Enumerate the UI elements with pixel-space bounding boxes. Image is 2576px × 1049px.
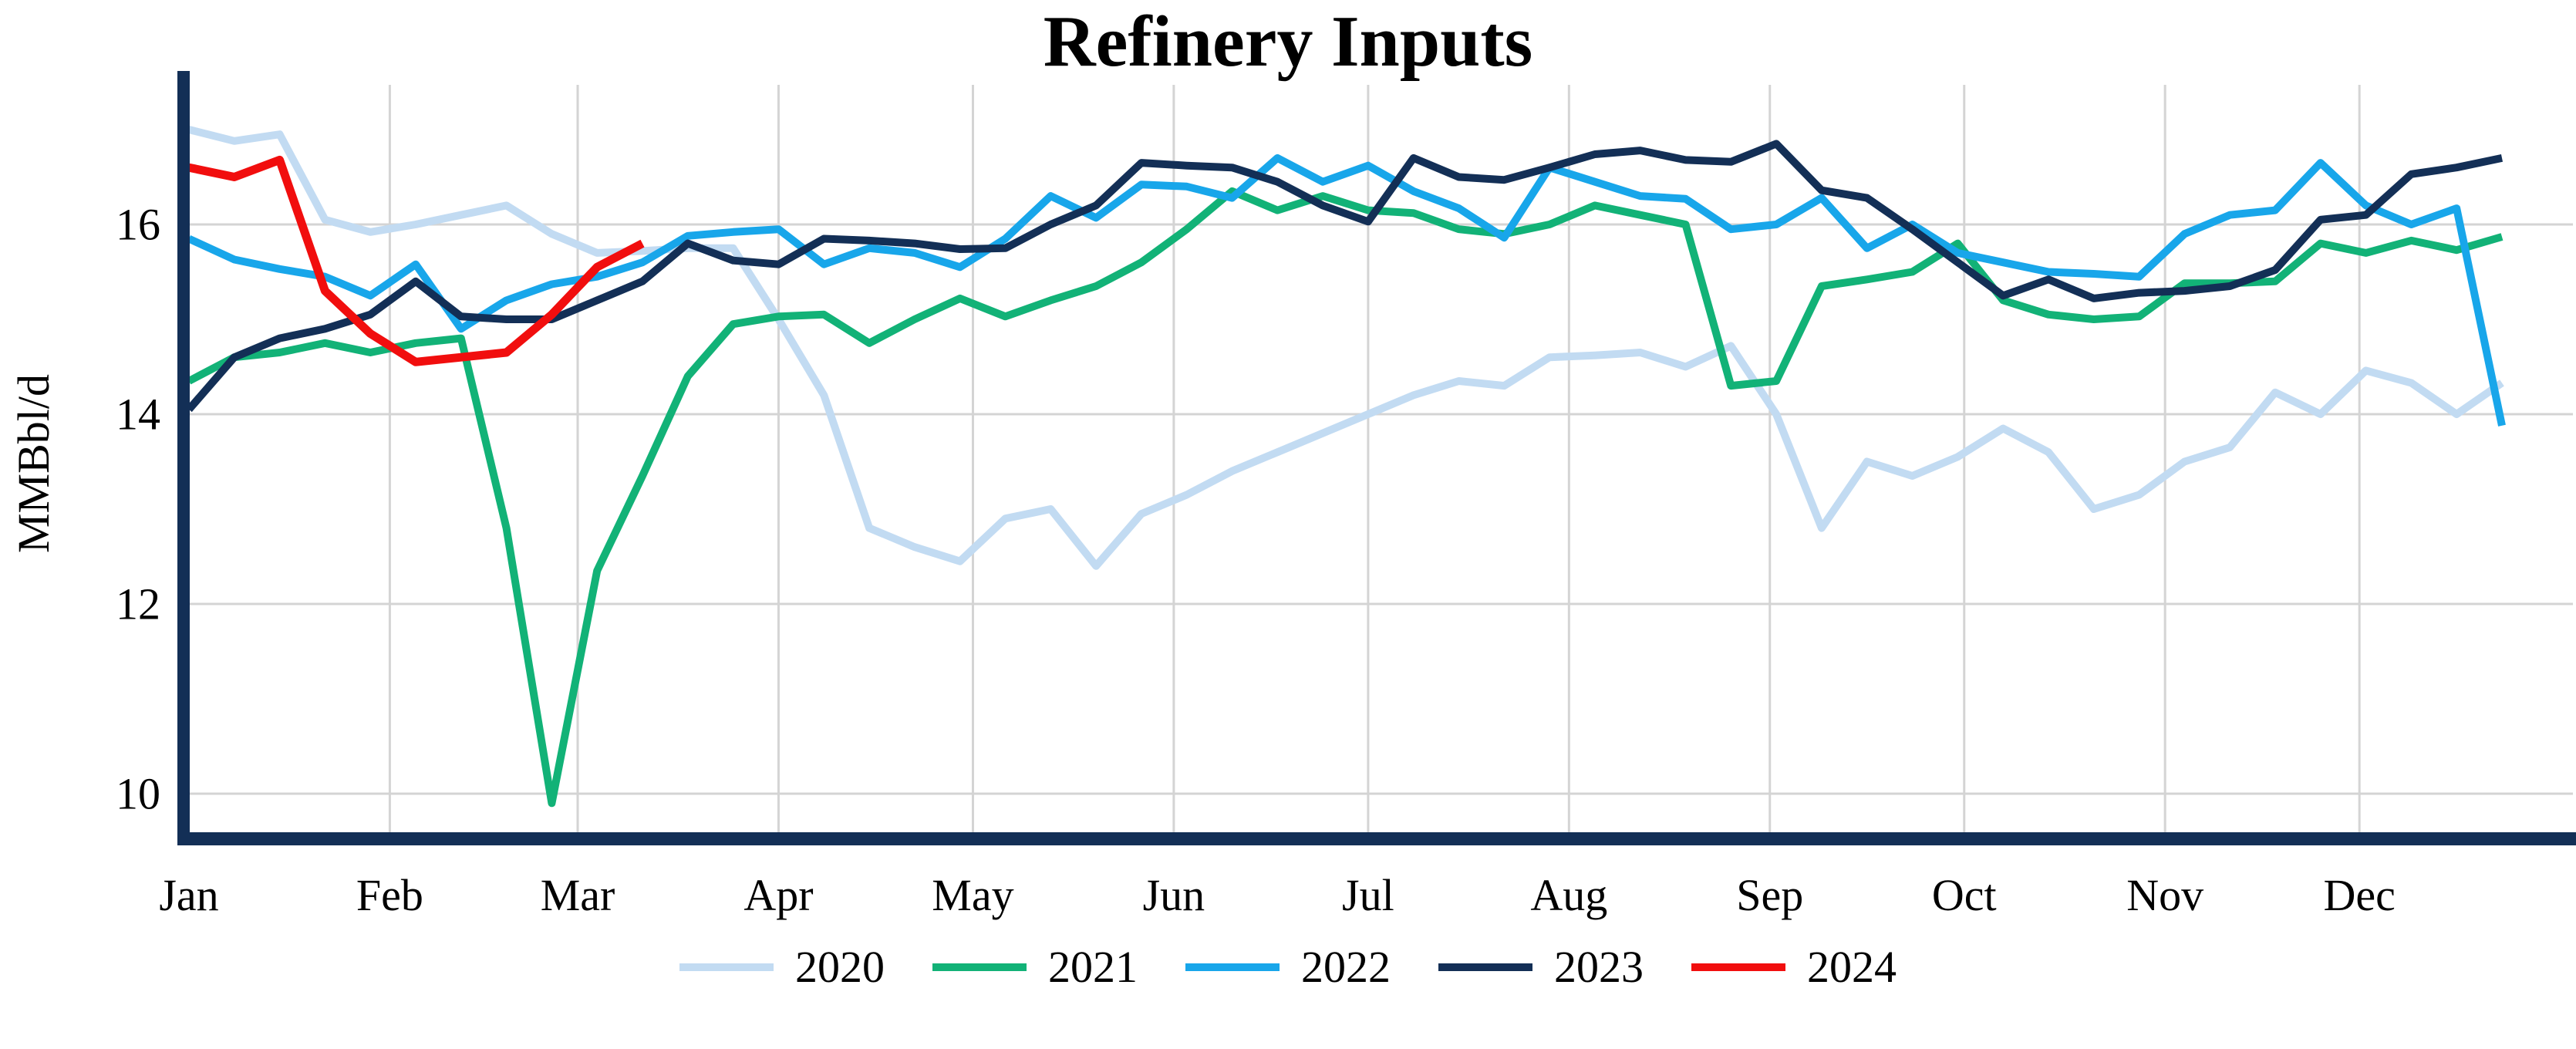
legend-label-2023: 2023 — [1554, 942, 1644, 992]
y-tick-label-14: 14 — [116, 390, 160, 440]
legend-swatch-2022 — [1185, 963, 1280, 971]
legend-label-2022: 2022 — [1301, 942, 1391, 992]
y-axis-spine — [177, 71, 190, 845]
series-line-2021 — [187, 187, 2504, 808]
series-line-2022 — [187, 153, 2506, 427]
x-tick-label-Oct: Oct — [1932, 870, 1997, 920]
legend-label-2024: 2024 — [1807, 942, 1897, 992]
chart-legend: 2020 2021 2022 2023 2024 — [0, 929, 2576, 1006]
legend-swatch-2020 — [679, 963, 774, 971]
legend-label-2021: 2021 — [1048, 942, 1138, 992]
x-tick-label-Mar: Mar — [541, 870, 615, 920]
series-line-2020 — [187, 126, 2504, 570]
y-tick-label-10: 10 — [116, 769, 160, 819]
x-tick-label-Jul: Jul — [1342, 870, 1394, 920]
series-line-2024 — [187, 155, 645, 366]
legend-item-2021: 2021 — [932, 945, 1138, 990]
x-tick-label-Jun: Jun — [1143, 870, 1205, 920]
x-tick-label-Nov: Nov — [2126, 870, 2203, 920]
legend-item-2020: 2020 — [679, 945, 885, 990]
x-tick-label-Feb: Feb — [356, 870, 423, 920]
legend-swatch-2021 — [932, 963, 1027, 971]
x-axis-spine — [177, 832, 2576, 845]
x-tick-label-Jan: Jan — [159, 870, 218, 920]
chart-title: Refinery Inputs — [1043, 2, 1533, 82]
x-tick-label-Apr: Apr — [743, 870, 813, 920]
legend-label-2020: 2020 — [795, 942, 885, 992]
legend-item-2023: 2023 — [1438, 945, 1644, 990]
legend-swatch-2023 — [1438, 963, 1532, 971]
x-tick-label-Sep: Sep — [1736, 870, 1803, 920]
x-tick-label-Dec: Dec — [2324, 870, 2396, 920]
series-line-2023 — [186, 140, 2504, 413]
y-tick-label-16: 16 — [116, 200, 160, 250]
x-tick-label-May: May — [932, 870, 1013, 920]
legend-swatch-2024 — [1691, 963, 1785, 971]
legend-item-2022: 2022 — [1185, 945, 1391, 990]
x-tick-label-Aug: Aug — [1530, 870, 1607, 920]
y-tick-label-12: 12 — [116, 579, 160, 629]
legend-item-2024: 2024 — [1691, 945, 1897, 990]
